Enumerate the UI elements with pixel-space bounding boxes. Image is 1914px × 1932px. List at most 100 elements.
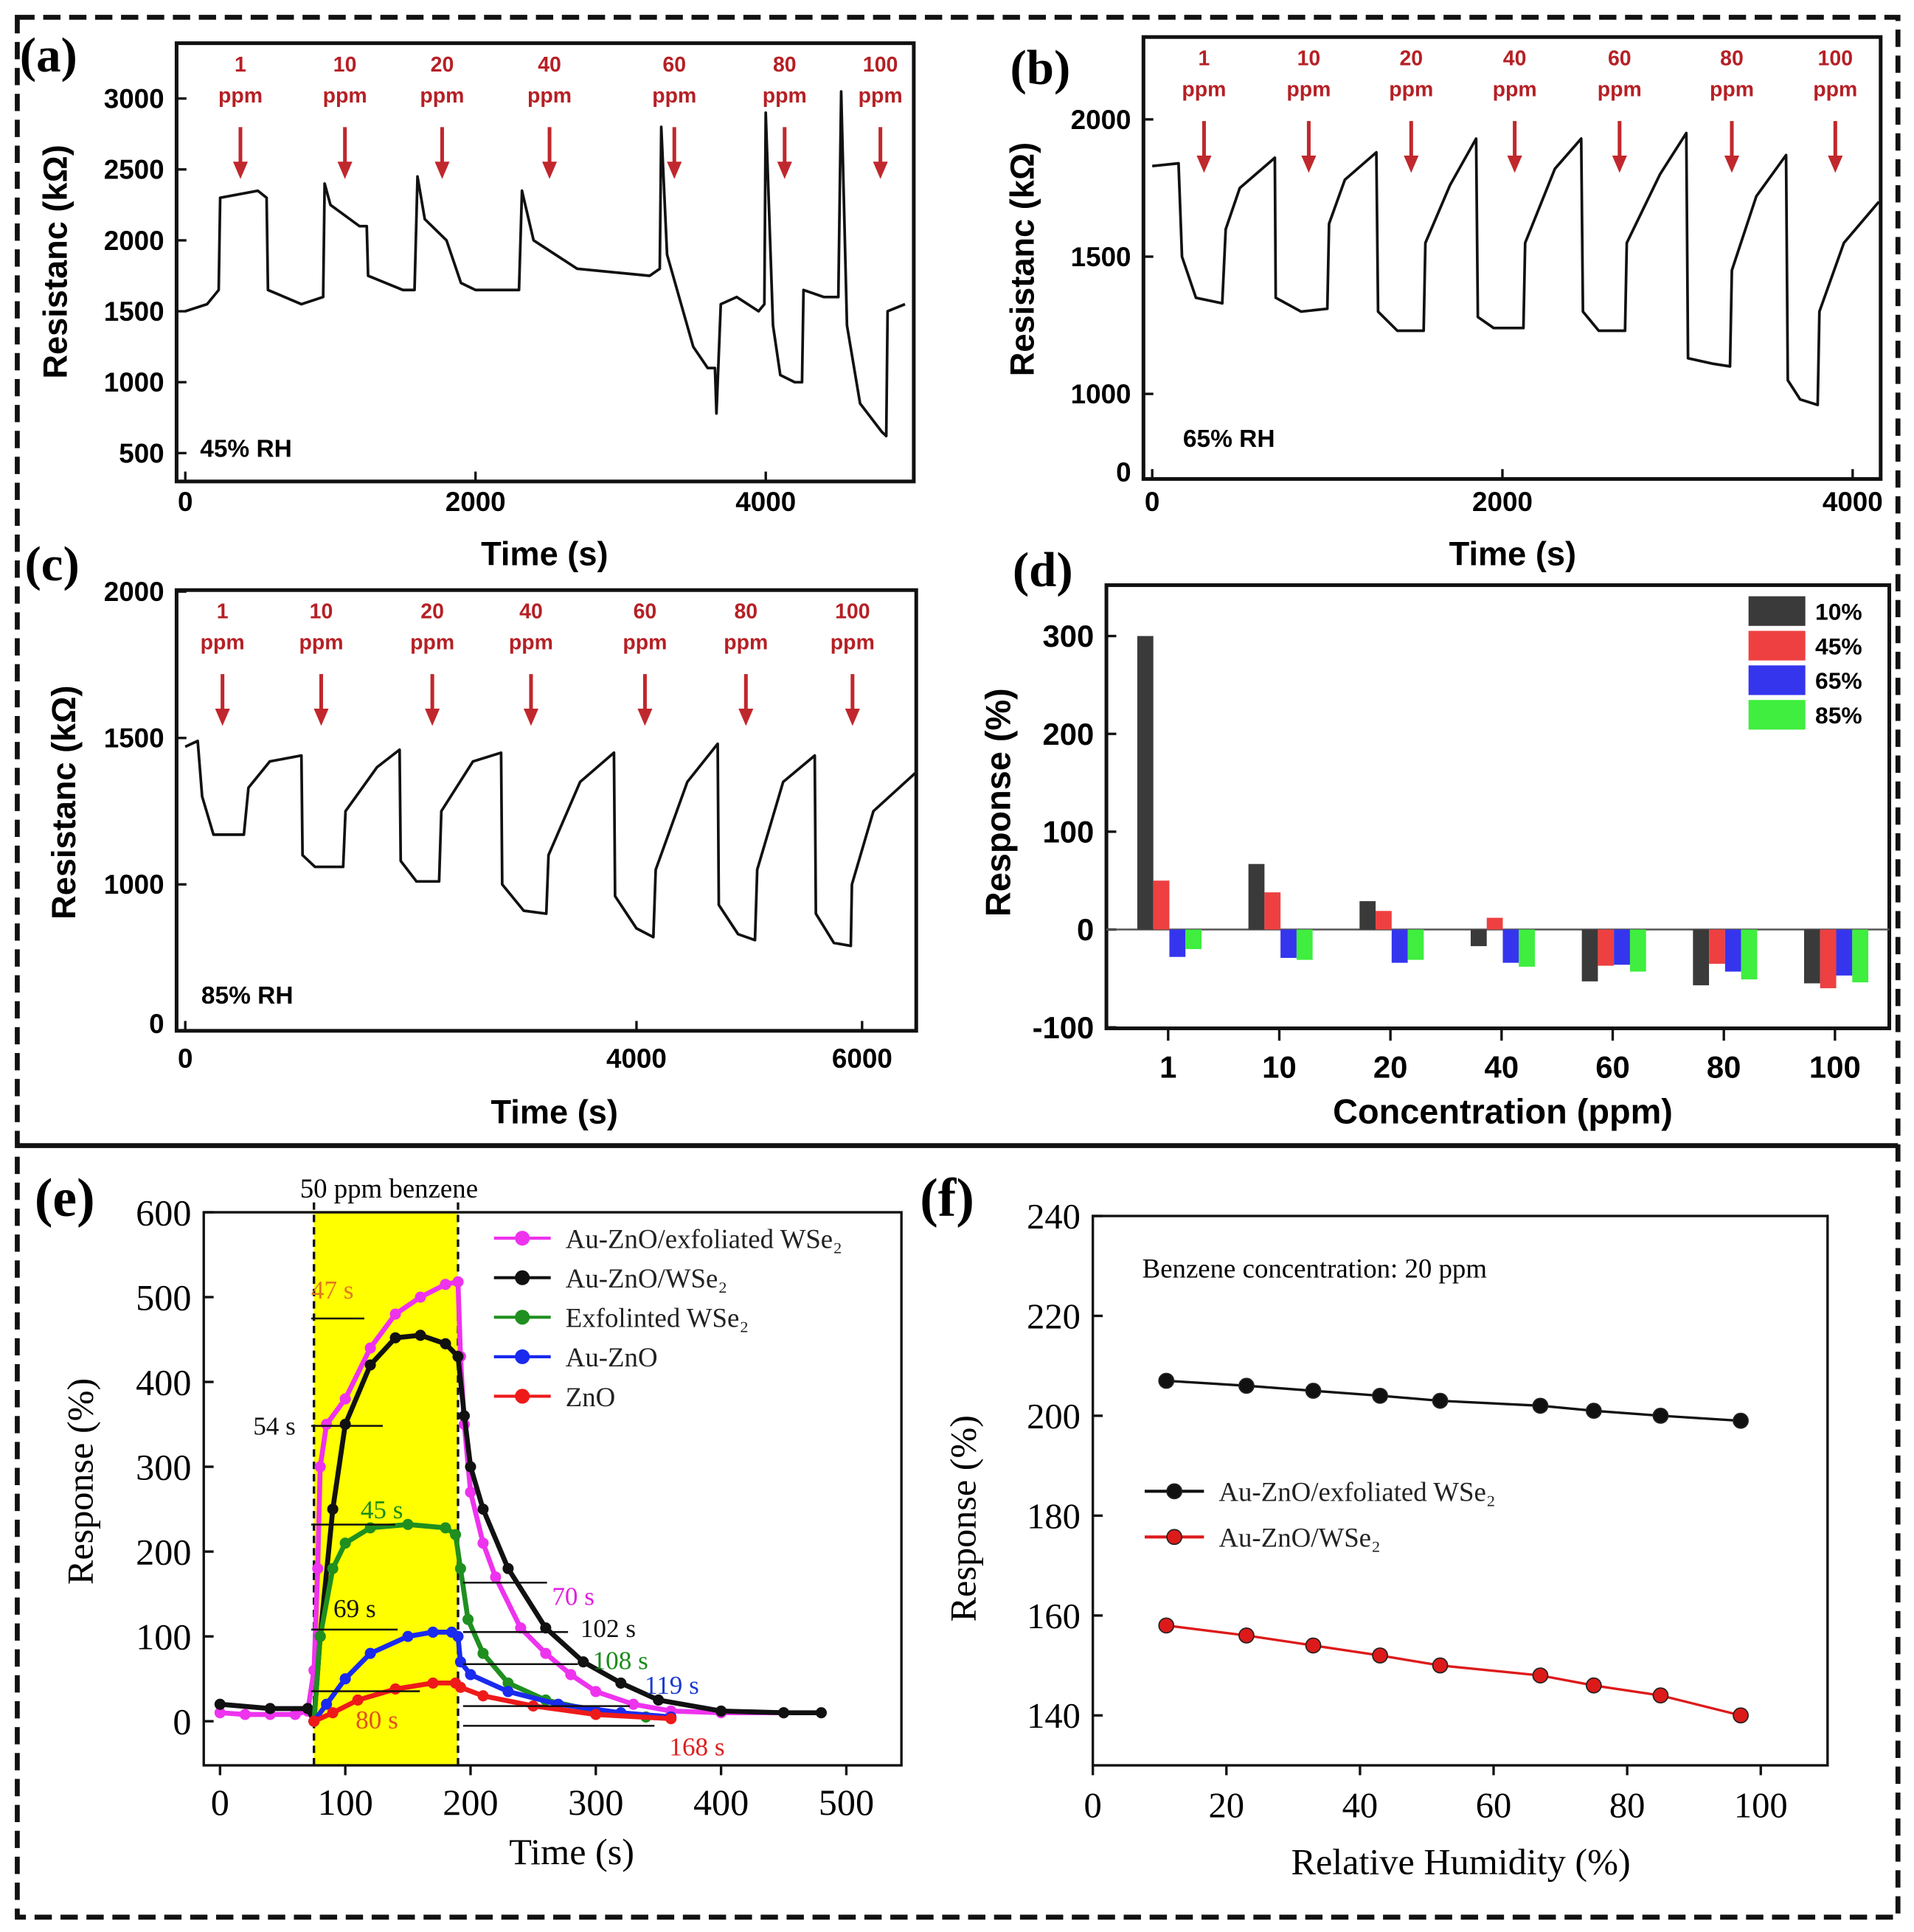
y-axis-label-b: Resistanc (kΩ) — [1003, 142, 1041, 377]
data-point — [415, 1291, 426, 1303]
y-axis-label-a: Resistanc (kΩ) — [36, 145, 74, 379]
y-tick-label: 1000 — [104, 869, 164, 900]
data-point — [321, 1419, 333, 1431]
data-point — [1238, 1377, 1255, 1394]
annotation-f: Benzene concentration: 20 ppm — [1142, 1254, 1488, 1284]
down-arrow-icon — [738, 708, 754, 726]
legend-swatch — [1748, 665, 1806, 695]
series-line — [1152, 131, 1880, 406]
down-arrow-icon — [1507, 155, 1522, 173]
chart-panel-d: -100 0 100 200 300 1 10 20 40 60 80 100 10% 45% 65% 85% — [1033, 583, 1892, 1085]
panel-label-a: (a) — [20, 28, 77, 83]
data-point — [452, 1276, 464, 1288]
y-tick-label: 500 — [136, 1277, 191, 1318]
x-tick-label: 4000 — [606, 1043, 667, 1074]
y-tick-label: 300 — [136, 1447, 191, 1488]
bar-65pct — [1502, 929, 1519, 963]
data-point — [715, 1705, 727, 1717]
exposure-concentration: 10 — [333, 53, 357, 77]
data-point — [1238, 1627, 1255, 1644]
duration-annotation: 45 s — [361, 1495, 403, 1524]
exposure-concentration: 40 — [538, 53, 561, 77]
x-tick-label: 100 — [1809, 1050, 1861, 1085]
x-axis-label-d: Concentration (ppm) — [1333, 1092, 1673, 1130]
y-tick-label: 160 — [1027, 1596, 1081, 1636]
legend-swatch — [1748, 630, 1806, 661]
legend-marker — [515, 1231, 530, 1246]
bar-85pct — [1519, 929, 1536, 967]
data-point — [440, 1279, 451, 1290]
exposure-concentration: 100 — [835, 600, 870, 624]
data-point — [327, 1707, 339, 1719]
duration-annotation: 70 s — [552, 1582, 594, 1610]
duration-annotation: 69 s — [333, 1594, 376, 1623]
data-point — [462, 1613, 474, 1625]
x-tick-label: 100 — [317, 1782, 372, 1823]
exposure-concentration: 80 — [1720, 47, 1744, 71]
legend-marker — [515, 1270, 530, 1285]
legend-label: 85% — [1815, 702, 1862, 729]
exposure-concentration: 10 — [310, 600, 333, 624]
y-tick-label: 1500 — [1071, 242, 1131, 272]
duration-annotation: 54 s — [253, 1411, 296, 1440]
bar-45pct — [1376, 911, 1392, 930]
legend-label: Au-ZnO/exfoliated WSe₂ — [1218, 1477, 1495, 1507]
data-point — [452, 1351, 464, 1363]
down-arrow-icon — [1724, 155, 1740, 173]
chart-panel-f: 140 160 180 200 220 240 0 20 40 60 80 100 Au-ZnO/exf… — [1027, 1197, 1829, 1825]
x-tick-label: 1 — [1159, 1050, 1176, 1085]
humidity-label-a: 45% RH — [200, 435, 292, 462]
data-point — [1652, 1408, 1669, 1424]
y-tick-label: 1000 — [104, 367, 164, 397]
data-point — [402, 1518, 414, 1530]
y-tick-label: 0 — [1116, 457, 1131, 487]
y-tick-label: 0 — [149, 1009, 164, 1039]
y-tick-label: 400 — [136, 1362, 191, 1403]
down-arrow-icon — [1196, 155, 1212, 173]
data-point — [1432, 1392, 1449, 1409]
exposure-unit: ppm — [1598, 78, 1642, 102]
data-point — [477, 1647, 489, 1659]
y-tick-label: 2000 — [104, 577, 164, 607]
x-tick-label: 60 — [1476, 1785, 1512, 1825]
data-point — [450, 1529, 462, 1540]
exposure-unit: ppm — [724, 631, 768, 655]
exposure-concentration: 80 — [773, 53, 797, 77]
data-point — [1532, 1667, 1549, 1683]
exposure-concentration: 10 — [1297, 47, 1321, 71]
bar-10pct — [1581, 929, 1598, 981]
y-tick-label: 180 — [1027, 1496, 1081, 1536]
down-arrow-icon — [434, 161, 450, 179]
plot-frame — [174, 588, 918, 1033]
x-axis-label-b: Time (s) — [1449, 535, 1576, 573]
data-point — [1305, 1637, 1322, 1654]
legend-label: 10% — [1815, 598, 1862, 625]
legend-marker — [515, 1349, 530, 1364]
down-arrow-icon — [637, 708, 653, 726]
exposure-concentration: 20 — [1399, 47, 1423, 71]
legend-label: Au-ZnO/WSe₂ — [566, 1263, 727, 1293]
data-point — [1372, 1387, 1388, 1404]
data-point — [312, 1563, 324, 1574]
plot-frame — [1141, 35, 1883, 482]
y-tick-label: 100 — [1043, 815, 1095, 849]
x-tick-label: 80 — [1609, 1785, 1646, 1825]
exposure-unit: ppm — [831, 631, 875, 655]
down-arrow-icon — [845, 708, 860, 726]
exposure-concentration: 100 — [863, 53, 898, 77]
data-point — [454, 1563, 466, 1574]
data-point — [339, 1393, 351, 1405]
y-tick-label: 0 — [173, 1701, 191, 1742]
y-tick-label: 200 — [1027, 1397, 1081, 1436]
data-point — [389, 1683, 401, 1695]
x-axis-label-c: Time (s) — [490, 1093, 617, 1130]
y-tick-label: 300 — [1043, 619, 1095, 653]
exposure-unit: ppm — [1493, 78, 1537, 102]
data-point — [364, 1647, 376, 1659]
plot-frame — [174, 41, 916, 484]
legend-label: Au-ZnO — [566, 1342, 658, 1372]
x-tick-label: 200 — [443, 1782, 498, 1823]
legend-label: Exfolinted WSe₂ — [566, 1303, 749, 1333]
data-point — [427, 1677, 439, 1689]
chart-title-e: 50 ppm benzene — [300, 1173, 478, 1203]
